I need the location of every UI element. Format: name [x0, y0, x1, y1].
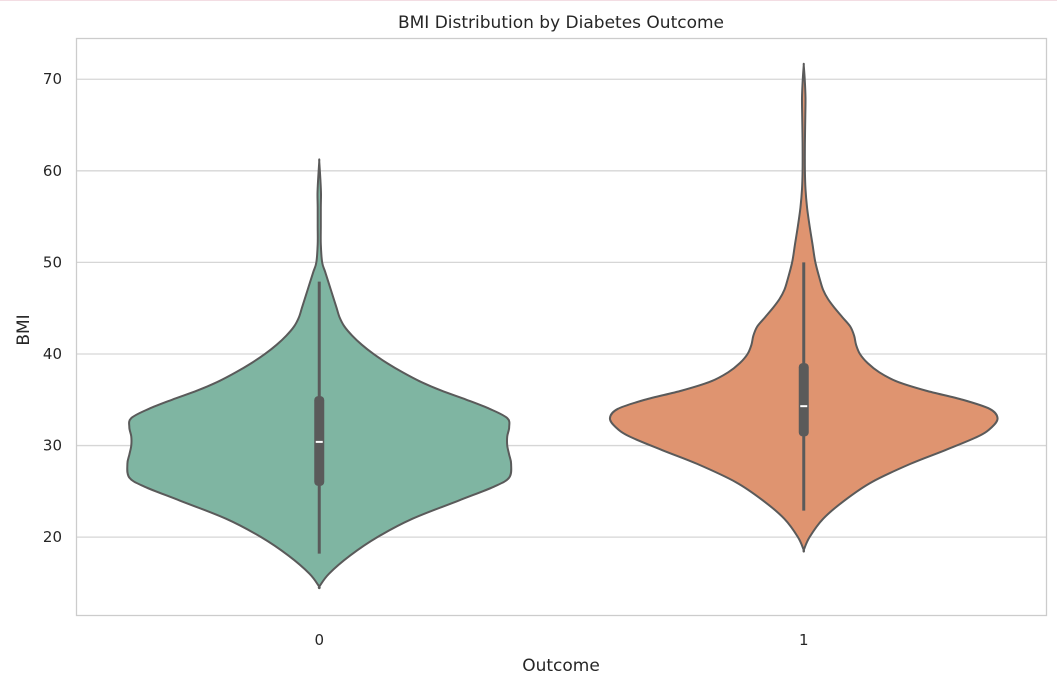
y-tick-label: 60 [43, 162, 62, 180]
y-tick-label: 50 [43, 253, 62, 271]
x-tick-label: 0 [314, 631, 324, 649]
iqr-box-1 [798, 363, 809, 437]
top-divider-line [0, 0, 1057, 1]
x-axis-label: Outcome [522, 656, 600, 676]
y-tick-label: 70 [43, 70, 62, 88]
chart-title: BMI Distribution by Diabetes Outcome [398, 13, 724, 33]
violins-layer [126, 62, 999, 590]
y-tick-label: 40 [43, 345, 62, 363]
x-tick-label: 1 [799, 631, 809, 649]
y-tick-label: 20 [43, 528, 62, 546]
y-axis-label: BMI [14, 314, 34, 345]
y-tick-labels: 20 30 40 50 60 70 [43, 70, 62, 546]
y-tick-label: 30 [43, 437, 62, 455]
plot-frame [75, 37, 1048, 617]
